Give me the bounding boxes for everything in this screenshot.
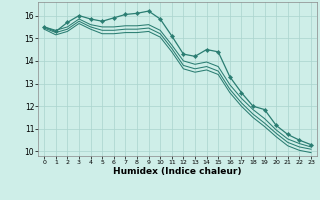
X-axis label: Humidex (Indice chaleur): Humidex (Indice chaleur): [113, 167, 242, 176]
